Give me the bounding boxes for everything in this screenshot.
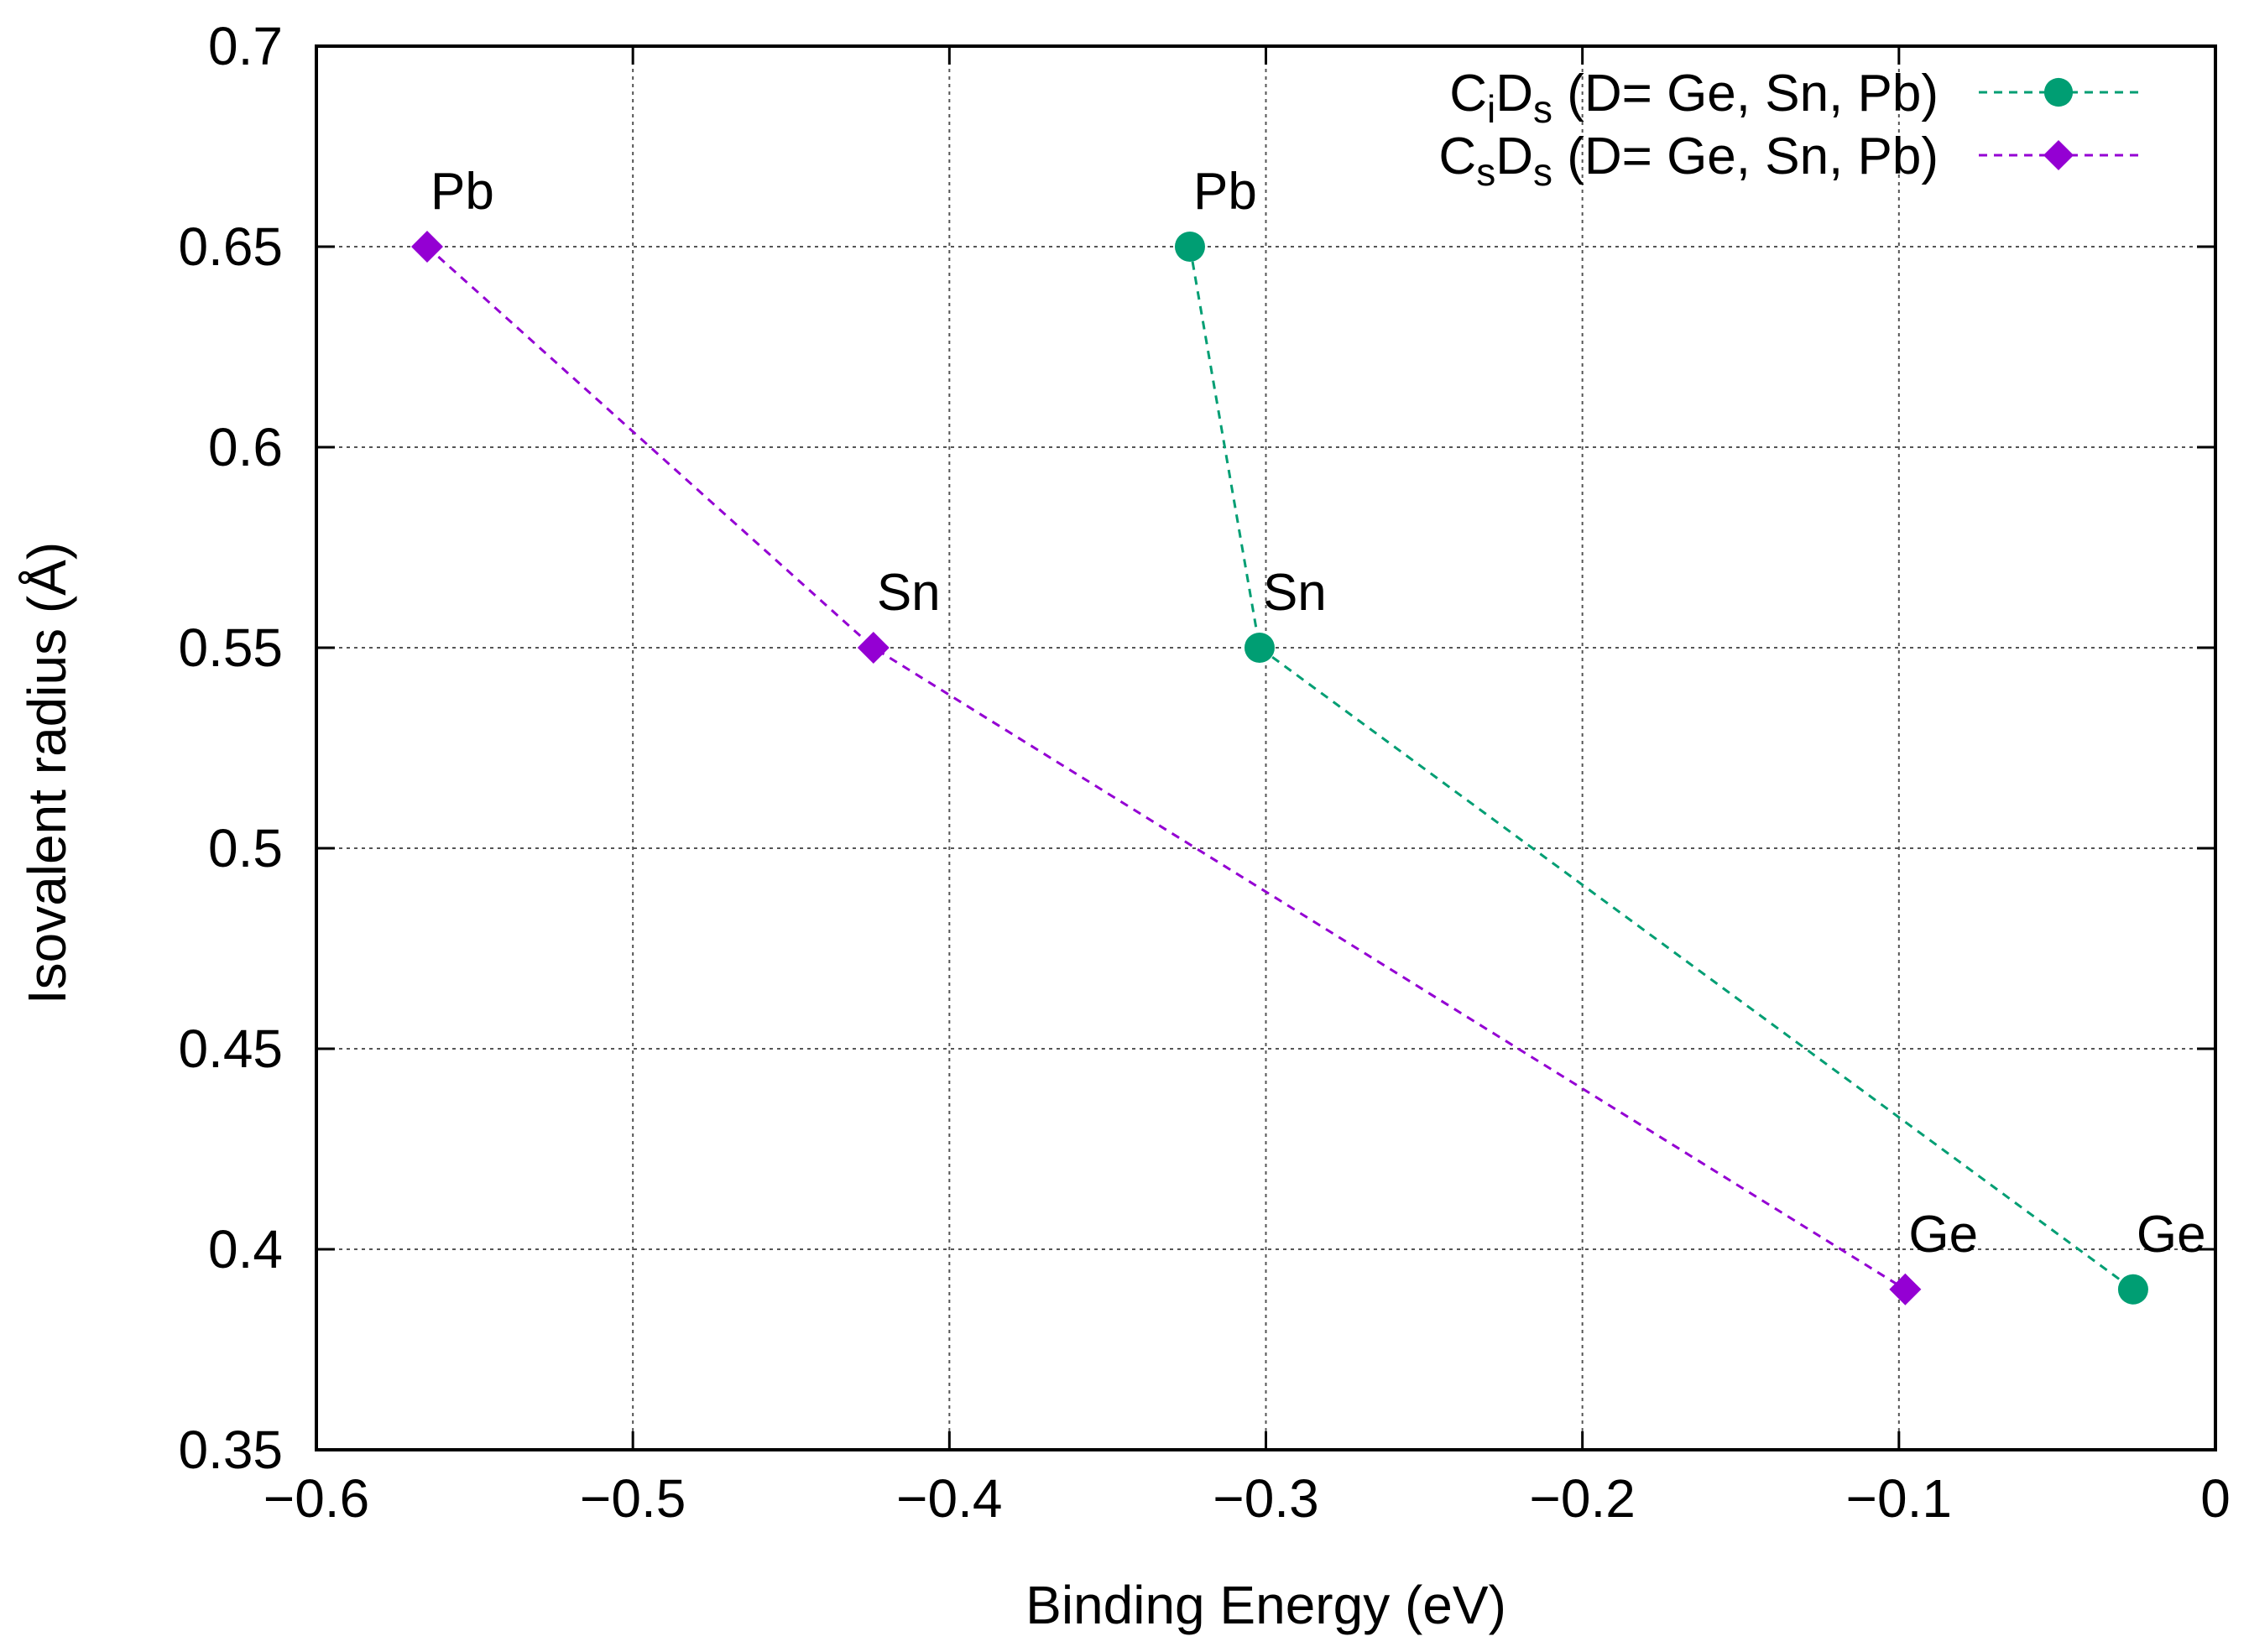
series-line-cs-ds bbox=[426, 245, 1907, 1291]
y-tick-label: 0.7 bbox=[208, 16, 283, 76]
y-tick-label: 0.45 bbox=[178, 1019, 283, 1079]
point-label-ci-ds-ge: Ge bbox=[2137, 1206, 2206, 1264]
x-tick-label: −0.6 bbox=[264, 1468, 369, 1529]
y-tick-label: 0.5 bbox=[208, 818, 283, 878]
x-axis-title: Binding Energy (eV) bbox=[1025, 1575, 1506, 1635]
point-label-cs-ds-pb: Pb bbox=[430, 163, 494, 221]
legend-marker-ci-ds bbox=[2043, 77, 2074, 107]
series-line-ci-ds bbox=[1188, 246, 2134, 1291]
series-cs-ds: Pb Sn Ge bbox=[411, 163, 1978, 1305]
y-tick-label: 0.65 bbox=[178, 216, 283, 277]
legend-label-cs-ds: CsDs (D= Ge, Sn, Pb) bbox=[1438, 128, 1939, 194]
y-tick-label: 0.55 bbox=[178, 618, 283, 678]
data-point-cs-ds-ge bbox=[1889, 1273, 1922, 1305]
legend-label-ci-ds: CiDs (D= Ge, Sn, Pb) bbox=[1449, 65, 1939, 131]
data-point-cs-ds-sn bbox=[857, 632, 890, 664]
tick-layer: −0.6 −0.5 −0.4 −0.3 −0.2 −0.1 0 0.35 0.4 0.45 0.5 0… bbox=[178, 16, 2230, 1529]
point-label-ci-ds-sn: Sn bbox=[1263, 564, 1327, 622]
x-tick-label: −0.1 bbox=[1846, 1468, 1952, 1529]
x-tick-label: −0.3 bbox=[1213, 1468, 1318, 1529]
legend-marker-cs-ds bbox=[2043, 139, 2074, 171]
data-point-ci-ds-sn bbox=[1244, 633, 1275, 663]
y-tick-label: 0.6 bbox=[208, 417, 283, 477]
y-axis-title: Isovalent radius (Å) bbox=[17, 542, 77, 1004]
data-point-ci-ds-pb bbox=[1174, 232, 1205, 262]
legend-item-ci-ds: CiDs (D= Ge, Sn, Pb) bbox=[1449, 65, 2138, 131]
x-tick-label: −0.4 bbox=[896, 1468, 1002, 1529]
series-ci-ds: Pb Sn Ge bbox=[1174, 163, 2206, 1305]
x-tick-label: −0.2 bbox=[1529, 1468, 1635, 1529]
data-point-ci-ds-ge bbox=[2117, 1274, 2148, 1305]
series-layer: Pb Sn Ge Pb Sn Ge bbox=[411, 163, 2206, 1305]
x-tick-label: −0.5 bbox=[580, 1468, 686, 1529]
legend: CiDs (D= Ge, Sn, Pb)CsDs (D= Ge, Sn, Pb) bbox=[1438, 65, 2138, 194]
data-point-cs-ds-pb bbox=[411, 231, 444, 263]
x-tick-label: 0 bbox=[2200, 1468, 2231, 1529]
y-tick-label: 0.4 bbox=[208, 1219, 283, 1279]
point-label-ci-ds-pb: Pb bbox=[1193, 163, 1257, 221]
point-label-cs-ds-sn: Sn bbox=[877, 564, 941, 622]
point-label-cs-ds-ge: Ge bbox=[1908, 1206, 1978, 1264]
legend-item-cs-ds: CsDs (D= Ge, Sn, Pb) bbox=[1438, 128, 2138, 194]
y-tick-label: 0.35 bbox=[178, 1420, 283, 1480]
